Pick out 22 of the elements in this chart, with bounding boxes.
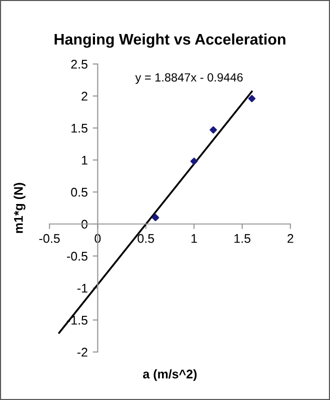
point [248, 94, 256, 102]
x-tick-label: 2 [288, 234, 294, 243]
y-axis-title: m1*g (N) [14, 182, 26, 233]
annotation: y = 1.8847x - 0.9446 [135, 73, 243, 84]
point [210, 126, 217, 134]
y-tick-label: 1 [82, 156, 88, 165]
x-tick-label: -0.5 [39, 234, 60, 243]
x-tick-label: 1.5 [234, 234, 250, 243]
y-tick-label: -1 [77, 284, 88, 293]
y-tick-label: 2.5 [71, 60, 88, 69]
x-tick-label: 0 [94, 234, 101, 243]
x-tick-label: 1 [192, 234, 197, 243]
y-tick-label: -2 [77, 348, 88, 357]
y-tick-label: 1.5 [72, 124, 88, 133]
x-tick-label: 0.5 [138, 234, 154, 243]
x-axis-title: a (m/s^2) [143, 369, 197, 381]
chart-title: Hanging Weight vs Acceleration [54, 33, 286, 48]
y-tick-label: 2 [82, 92, 88, 101]
point [190, 158, 198, 165]
y-tick-label: 0.5 [71, 188, 88, 197]
y-tick-label: -0.5 [66, 252, 88, 261]
point [152, 214, 160, 222]
